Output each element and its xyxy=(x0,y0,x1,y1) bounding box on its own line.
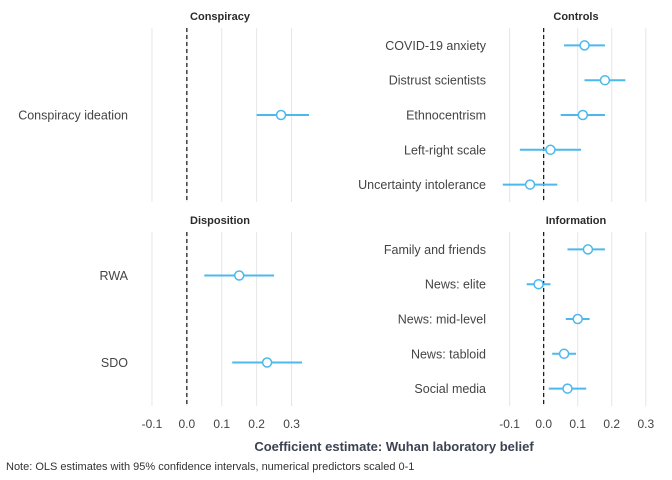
estimate-point-ethnocentrism xyxy=(577,109,589,121)
row-label-rwa: RWA xyxy=(100,269,129,283)
row-label-uncertainty-intolerance: Uncertainty intolerance xyxy=(358,178,486,192)
estimate-point-sdo xyxy=(261,357,273,368)
estimate-point-news-mid-level xyxy=(572,313,583,325)
estimate-point-news-elite xyxy=(533,278,544,290)
row-label-family-and-friends: Family and friends xyxy=(384,243,486,257)
row-label-distrust-scientists: Distrust scientists xyxy=(389,74,486,88)
panel-title-disposition: Disposition xyxy=(190,215,250,227)
panel-title-controls: Controls xyxy=(553,11,598,23)
row-label-covid-19-anxiety: COVID-19 anxiety xyxy=(385,39,486,53)
estimate-point-family-and-friends xyxy=(582,244,594,255)
chart-note: Note: OLS estimates with 95% confidence … xyxy=(6,461,414,473)
panel-title-conspiracy: Conspiracy xyxy=(190,11,251,23)
row-label-news-mid-level: News: mid-level xyxy=(398,313,486,327)
x-tick-label-right-0: -0.1 xyxy=(499,417,520,431)
x-tick-label-right-4: 0.3 xyxy=(637,417,654,431)
x-tick-label-right-3: 0.2 xyxy=(603,417,620,431)
x-tick-label-right-1: 0.0 xyxy=(535,417,552,431)
row-label-news-elite: News: elite xyxy=(425,278,486,292)
row-label-social-media: Social media xyxy=(414,382,486,396)
x-tick-label-left-1: 0.0 xyxy=(179,417,196,431)
row-label-ethnocentrism: Ethnocentrism xyxy=(406,109,486,123)
estimate-point-covid-19-anxiety xyxy=(579,40,590,51)
x-axis-title: Coefficient estimate: Wuhan laboratory b… xyxy=(254,439,534,454)
row-label-news-tabloid: News: tabloid xyxy=(411,347,486,361)
estimate-point-distrust-scientists xyxy=(599,74,611,86)
x-tick-label-left-3: 0.2 xyxy=(248,417,265,431)
estimate-point-conspiracy-ideation xyxy=(275,109,287,121)
panel-title-information: Information xyxy=(546,215,607,227)
estimate-point-rwa xyxy=(233,270,245,281)
x-tick-label-left-4: 0.3 xyxy=(283,417,300,431)
row-label-conspiracy-ideation: Conspiracy ideation xyxy=(18,109,128,123)
x-tick-label-left-0: -0.1 xyxy=(142,417,163,431)
row-label-left-right-scale: Left-right scale xyxy=(404,143,486,157)
estimate-point-uncertainty-intolerance xyxy=(524,179,536,190)
x-tick-label-right-2: 0.1 xyxy=(569,417,586,431)
row-label-sdo: SDO xyxy=(101,356,128,370)
estimate-point-news-tabloid xyxy=(558,348,570,360)
x-tick-label-left-2: 0.1 xyxy=(213,417,230,431)
estimate-point-social-media xyxy=(562,383,573,394)
estimate-point-left-right-scale xyxy=(545,144,556,156)
